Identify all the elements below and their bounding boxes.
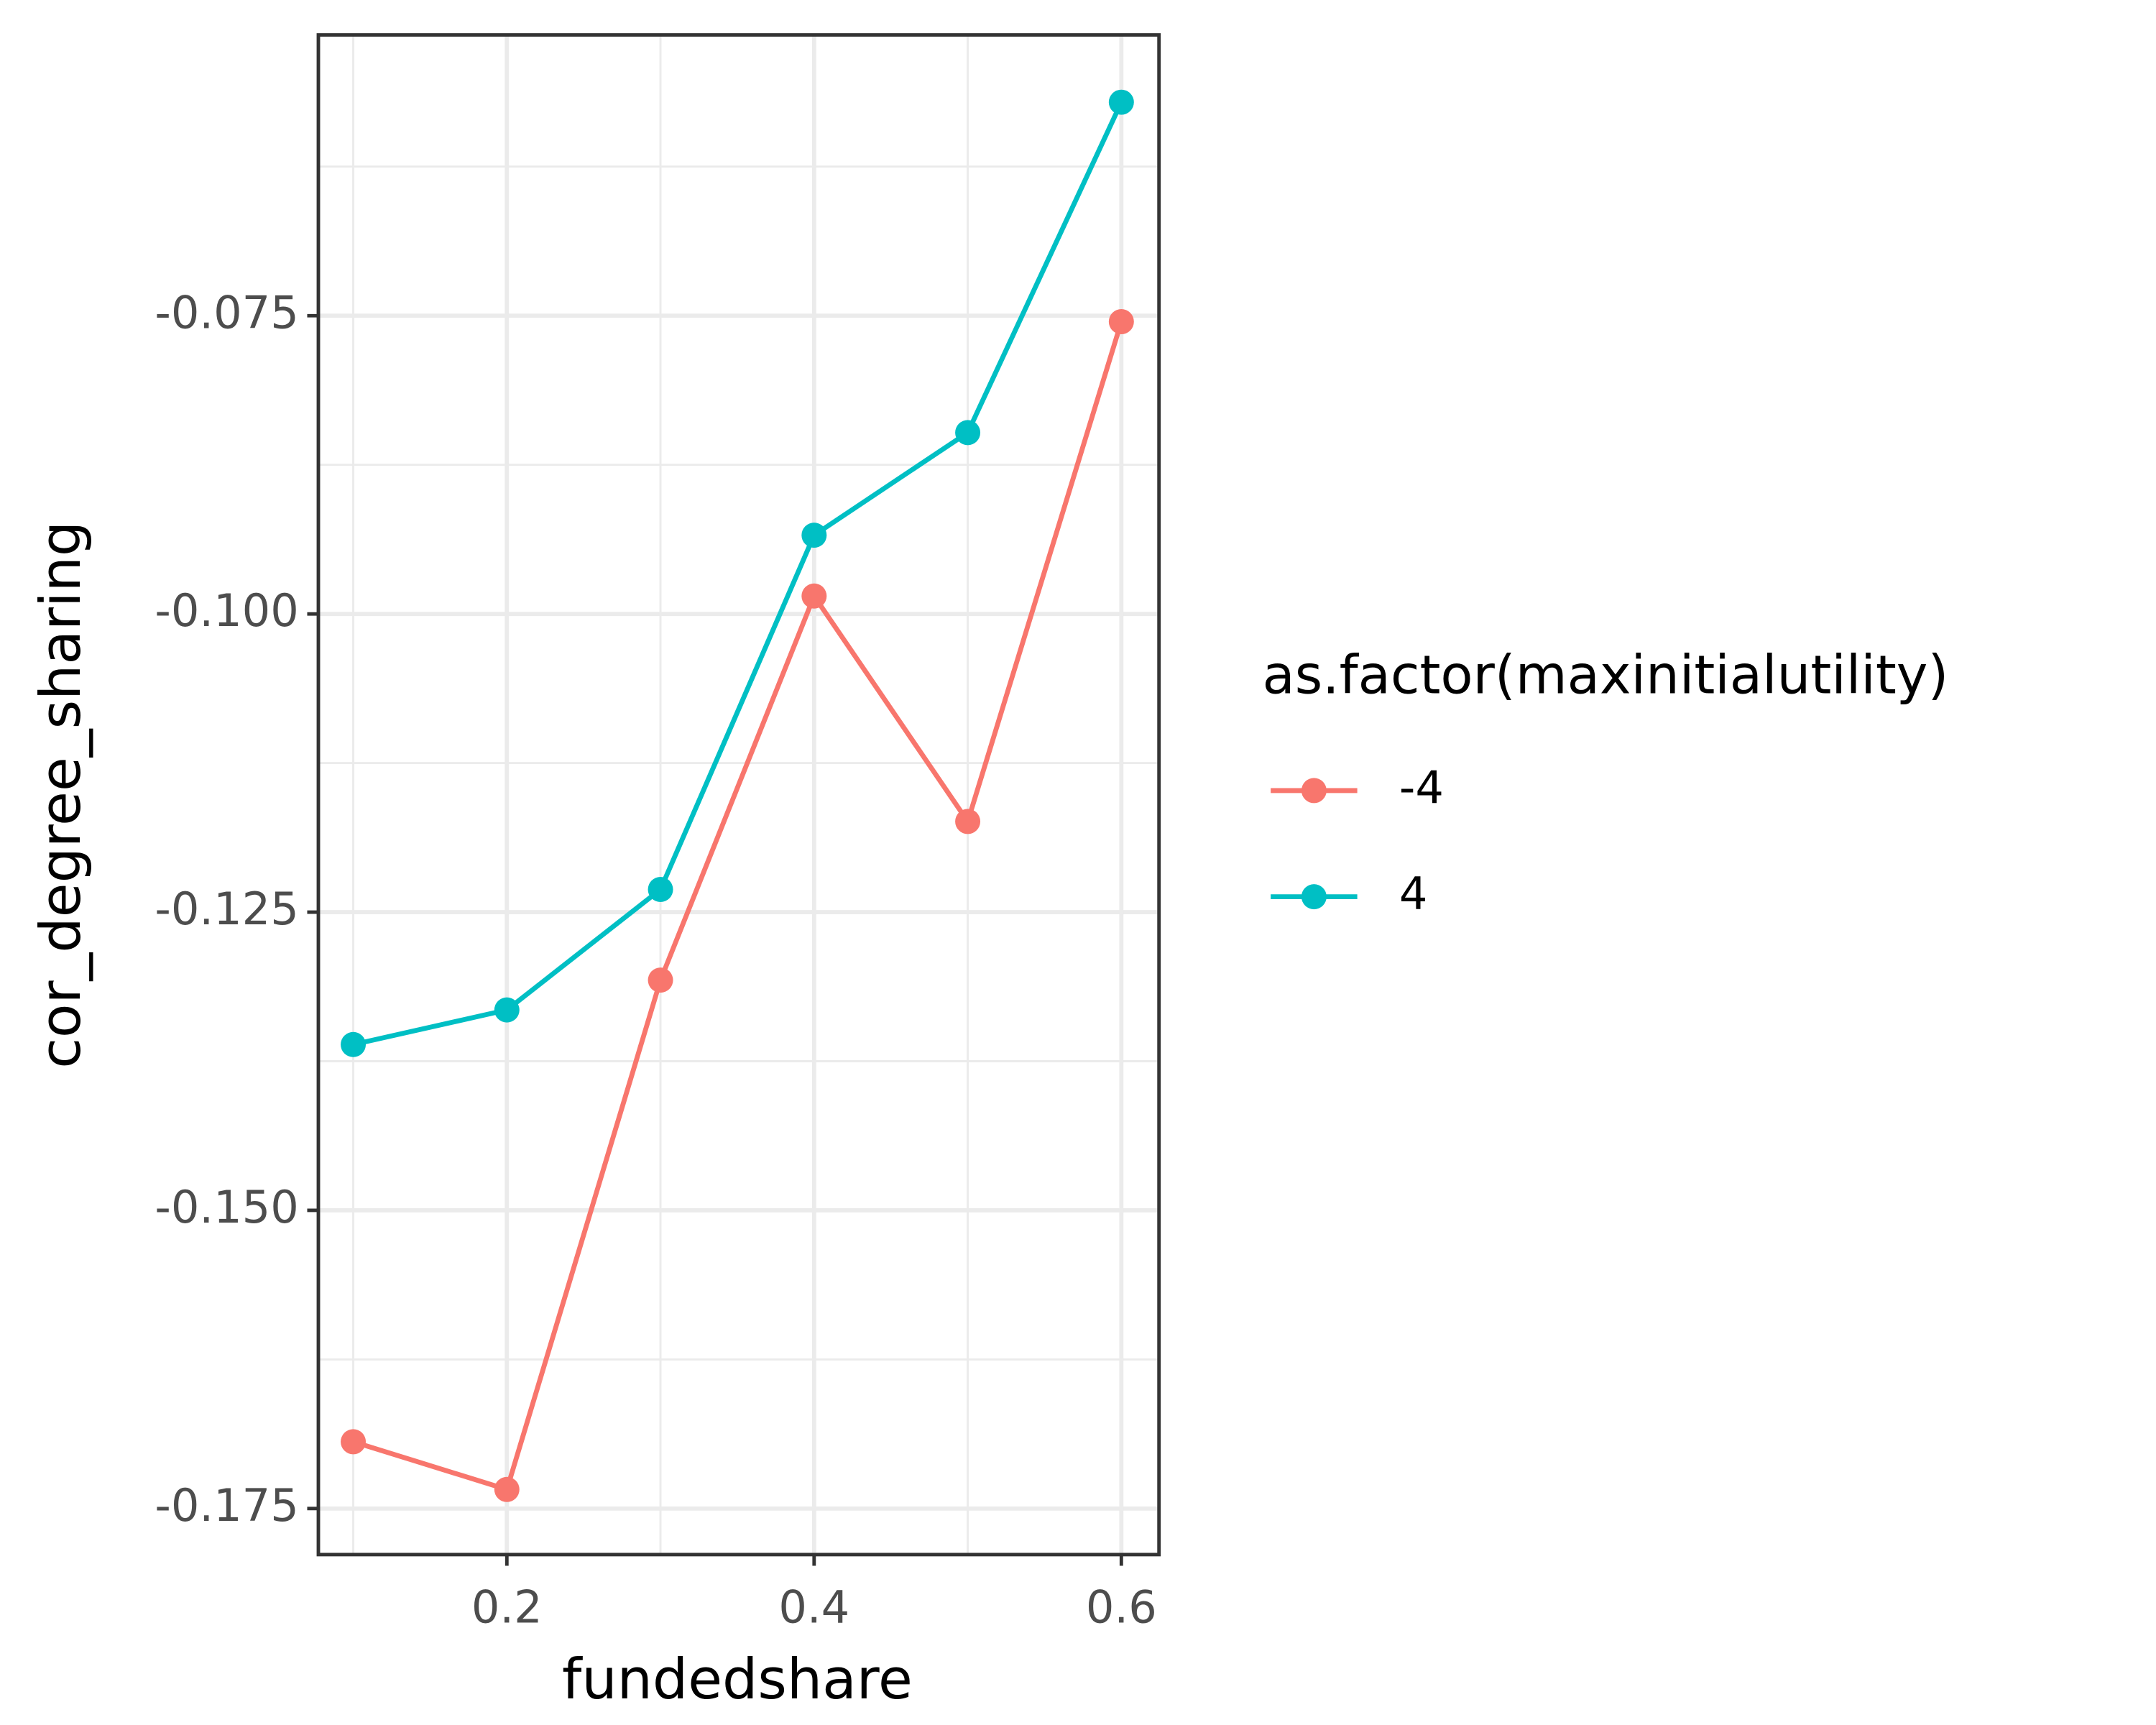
x-axis-title: fundedshare — [562, 1647, 913, 1712]
legend-key-point — [1301, 884, 1327, 910]
y-tick-label: -0.175 — [155, 1479, 298, 1532]
legend-label: -4 — [1399, 761, 1444, 814]
data-point — [801, 523, 827, 548]
y-tick-label: -0.150 — [155, 1181, 298, 1233]
x-tick-label: 0.4 — [778, 1581, 849, 1634]
legend-title: as.factor(maxinitialutility) — [1262, 644, 1948, 706]
x-tick-label: 0.2 — [471, 1581, 543, 1634]
data-point — [494, 997, 520, 1023]
y-tick-label: -0.075 — [155, 286, 298, 339]
data-point — [341, 1031, 367, 1057]
data-point — [955, 809, 981, 834]
y-tick-label: -0.100 — [155, 584, 298, 637]
data-point — [801, 583, 827, 609]
x-tick-label: 0.6 — [1086, 1581, 1157, 1634]
data-point — [648, 877, 673, 903]
data-point — [494, 1476, 520, 1502]
legend-key-point — [1301, 778, 1327, 804]
data-point — [955, 420, 981, 446]
panel-border — [316, 33, 1161, 1557]
y-axis-title: cor_degree_sharing — [29, 521, 93, 1069]
series-line — [352, 101, 1124, 1047]
series-line — [352, 321, 1124, 1493]
data-point — [1108, 309, 1134, 335]
data-point — [341, 1429, 367, 1455]
y-tick-label: -0.125 — [155, 883, 298, 935]
data-point — [648, 967, 673, 993]
data-point — [1108, 89, 1134, 115]
legend-label: 4 — [1399, 868, 1428, 920]
